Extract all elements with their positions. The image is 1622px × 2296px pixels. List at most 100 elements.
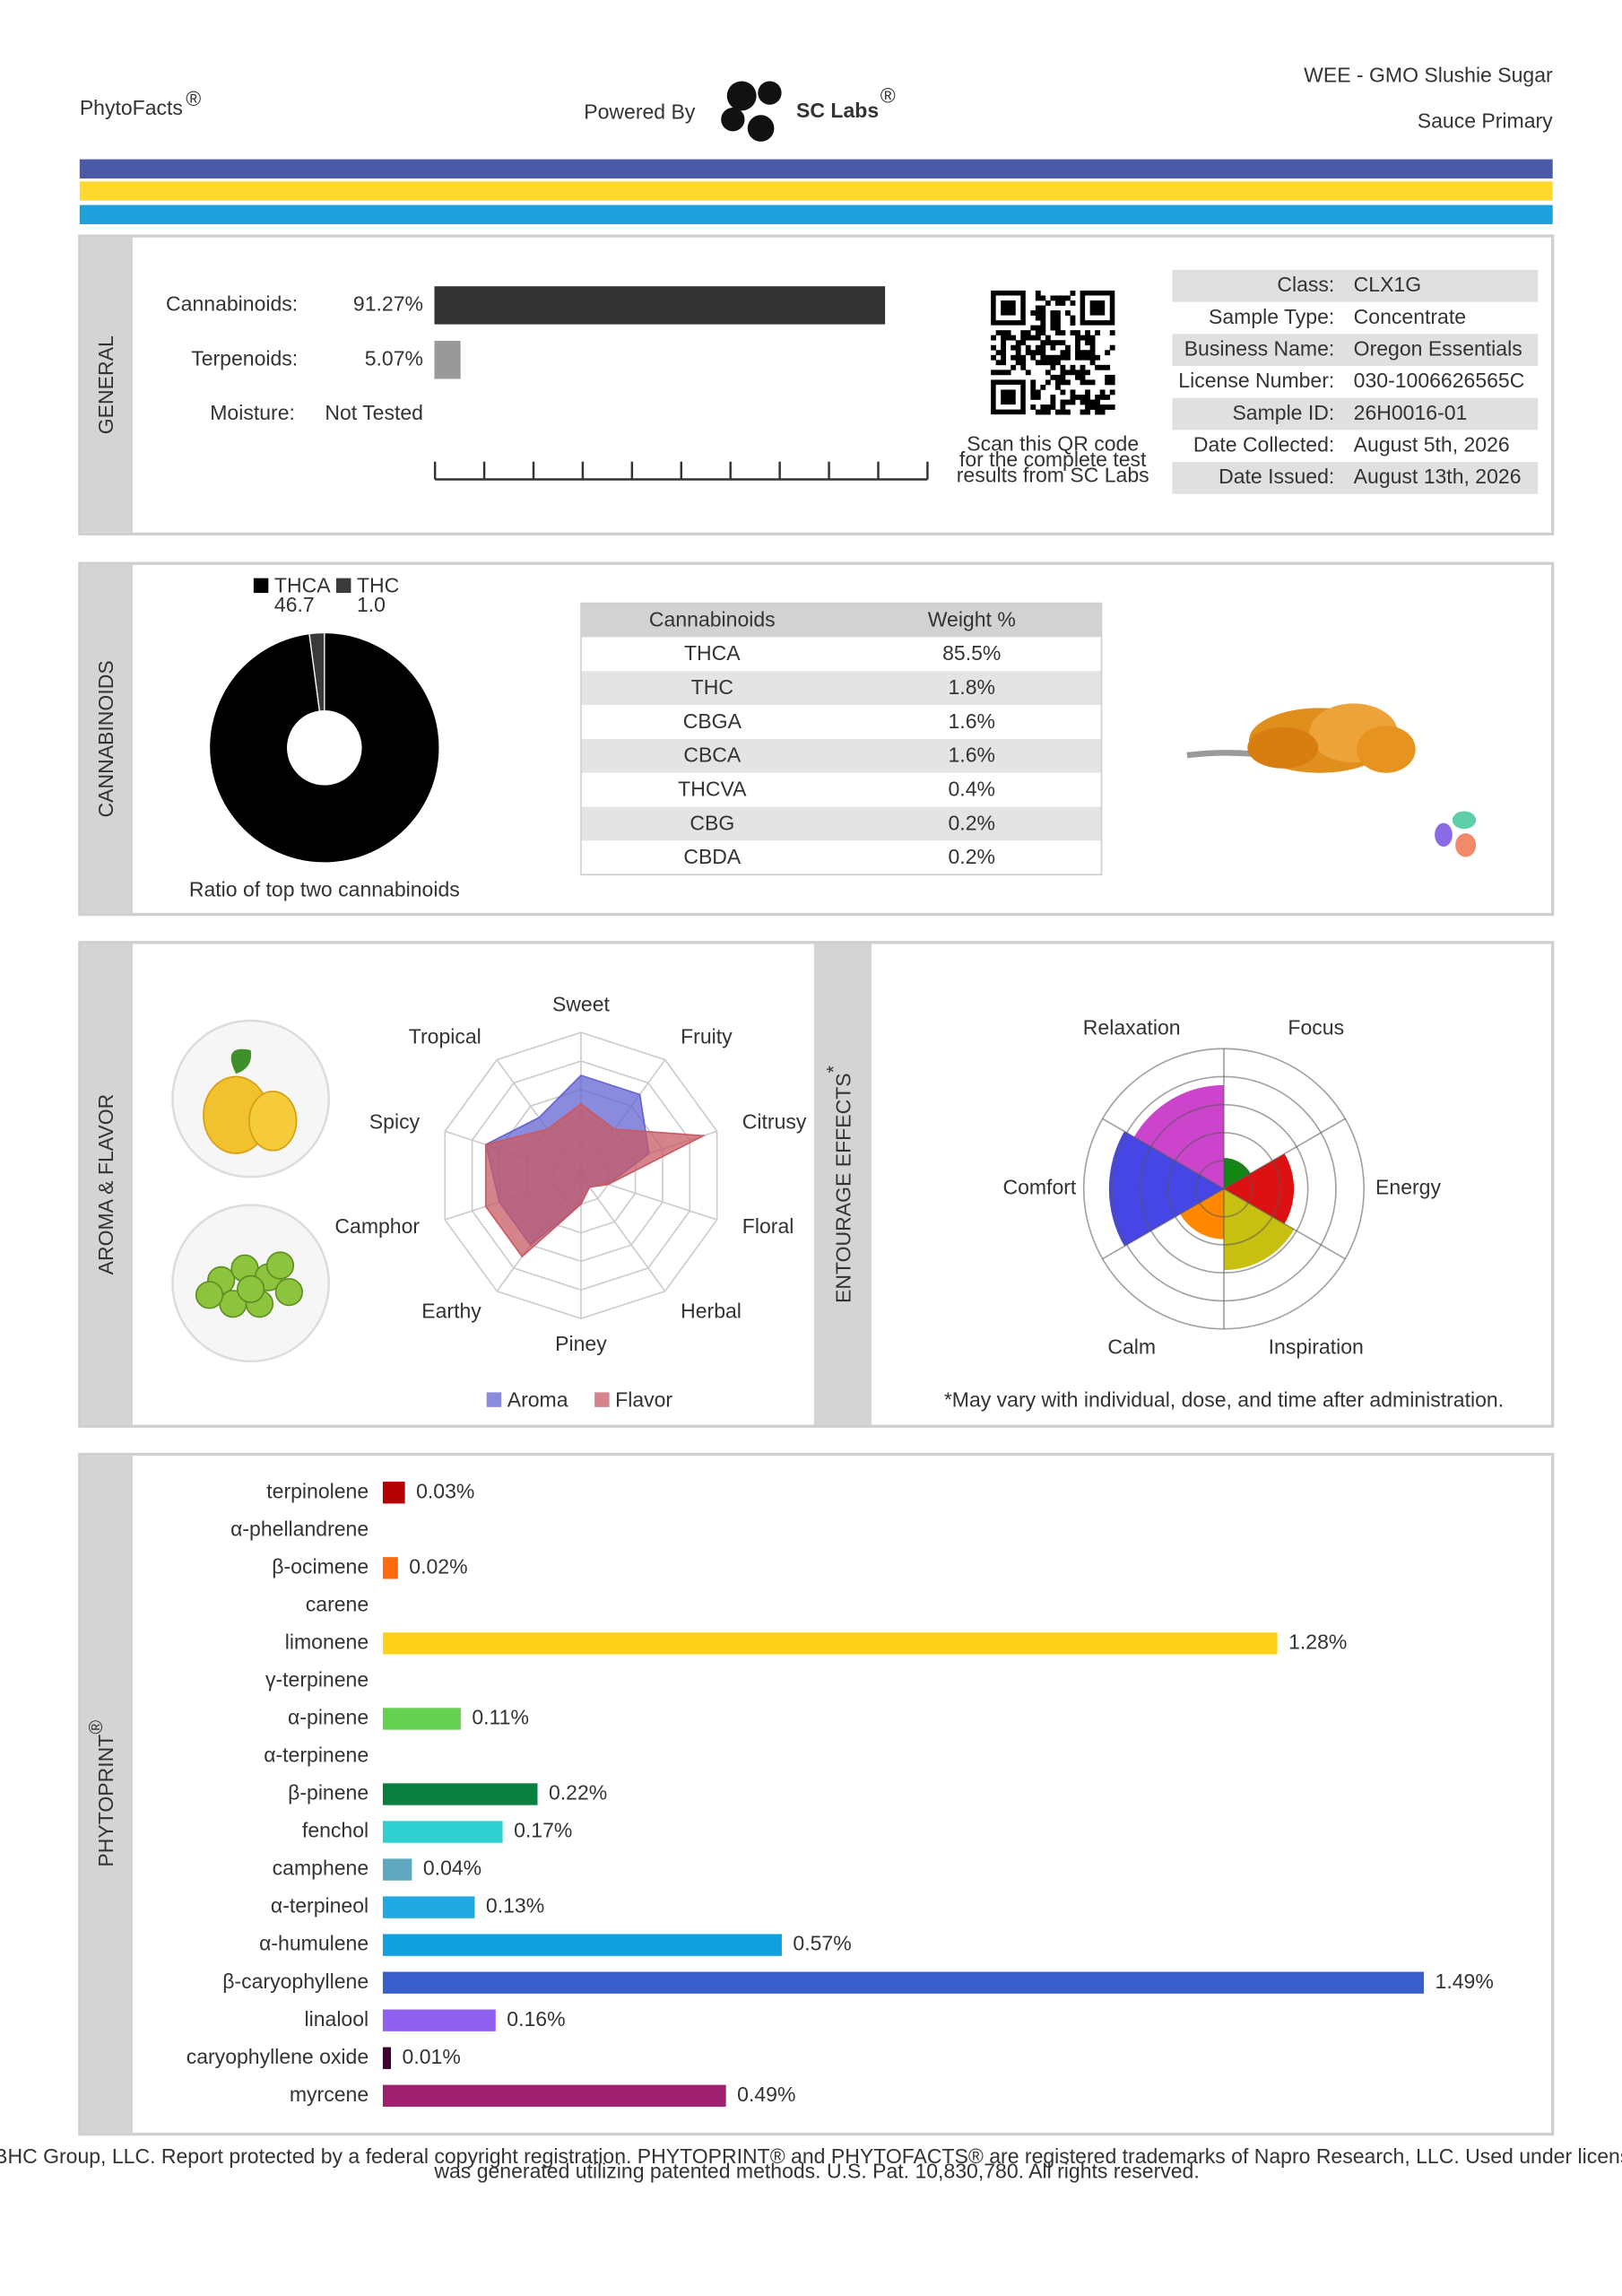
- section-strip: [81, 564, 134, 913]
- qr-module: [1070, 320, 1076, 326]
- info-value: August 5th, 2026: [1354, 433, 1510, 457]
- qr-module: [1075, 354, 1080, 361]
- bar-label: carene: [306, 1592, 369, 1615]
- qr-module: [1080, 379, 1086, 386]
- qr-module: [1060, 374, 1066, 380]
- qr-module: [1015, 340, 1021, 346]
- header-stripe: [79, 159, 1553, 178]
- qr-module: [1075, 330, 1080, 336]
- qr-module: [1099, 389, 1106, 396]
- info-row-bg: [1172, 269, 1539, 302]
- section-label-text: ENTOURAGE EFFECTS: [831, 1073, 854, 1303]
- table-cell: 1.6%: [949, 744, 995, 767]
- qr-module: [995, 350, 1002, 356]
- qr-module: [1085, 340, 1090, 346]
- legend-value: 46.7: [274, 593, 315, 616]
- qr-module: [1045, 370, 1051, 376]
- qr-module: [1030, 379, 1037, 386]
- polar-spoke: [1102, 1187, 1225, 1260]
- qr-module: [1040, 384, 1046, 390]
- qr-module: [1054, 295, 1061, 301]
- qr-module: [1020, 330, 1027, 336]
- table-row-bg: [580, 772, 1102, 807]
- qr-module: [1050, 340, 1056, 346]
- product-title: Sauce Primary: [1418, 109, 1553, 133]
- qr-module: [1035, 290, 1041, 296]
- qr-module: [1075, 344, 1080, 351]
- qr-module: [1075, 370, 1080, 376]
- qr-module: [1085, 399, 1090, 405]
- qr-module: [1010, 335, 1017, 341]
- table-cell: 0.4%: [949, 778, 995, 801]
- qr-module: [1015, 350, 1021, 356]
- qr-module: [1040, 330, 1046, 336]
- polar-spoke: [1223, 1118, 1346, 1190]
- header-stripe: [79, 181, 1553, 201]
- table-cell: CBG: [690, 811, 734, 834]
- qr-module: [1060, 300, 1066, 306]
- qr-module: [1001, 335, 1007, 341]
- qr-module: [1050, 354, 1056, 361]
- info-label: Sample ID:: [1232, 401, 1334, 424]
- qr-module: [1001, 350, 1007, 356]
- qr-module: [1075, 395, 1080, 400]
- bar-label: myrcene: [290, 2083, 369, 2106]
- qr-module: [1075, 350, 1080, 356]
- section-label-text: GENERAL: [94, 335, 117, 434]
- qr-module: [1105, 379, 1111, 386]
- qr-module: [1050, 344, 1056, 351]
- qr-module: [1085, 370, 1090, 376]
- qr-module: [1060, 379, 1066, 386]
- value-label: 0.13%: [486, 1894, 544, 1918]
- radar-label: Spicy: [369, 1109, 421, 1133]
- bar: [382, 2047, 392, 2069]
- polar-label: Calm: [1107, 1335, 1156, 1359]
- qr-module: [1054, 384, 1061, 390]
- qr-module: [1089, 379, 1096, 386]
- qr-module: [1095, 399, 1101, 405]
- qr-module: [1001, 330, 1007, 336]
- bar-label: fenchol: [302, 1819, 369, 1842]
- qr-module: [1060, 404, 1066, 410]
- qr-module: [1035, 335, 1041, 341]
- qr-module: [1035, 295, 1041, 301]
- footer: was generated utilizing patented methods…: [433, 2159, 1199, 2182]
- qr-module: [1099, 364, 1106, 370]
- qr-module: [1065, 354, 1071, 361]
- qr-module: [1045, 409, 1051, 415]
- value-label: 0.17%: [514, 1819, 572, 1842]
- qr-module: [1080, 350, 1086, 356]
- info-value: Oregon Essentials: [1354, 336, 1522, 360]
- powered-by: Powered By: [584, 100, 696, 124]
- qr-module: [1109, 374, 1115, 380]
- qr-module: [1085, 354, 1090, 361]
- qr-module: [1060, 389, 1066, 396]
- qr-module: [1020, 354, 1027, 361]
- bar-label: linalool: [304, 2007, 369, 2031]
- qr-module: [1089, 350, 1096, 356]
- value-label: 0.57%: [793, 1932, 851, 1955]
- polar-spoke: [1102, 1118, 1225, 1190]
- qr-module: [1001, 344, 1007, 351]
- qr-module: [991, 344, 996, 351]
- product-photo: [1186, 703, 1477, 857]
- table-cell: CBGA: [683, 709, 742, 733]
- qr-module: [1050, 404, 1056, 410]
- polar-wedge: [1133, 1084, 1224, 1189]
- brand-dot: [1435, 822, 1453, 847]
- value-label: 0.02%: [409, 1554, 467, 1578]
- legend-swatch: [594, 1392, 610, 1407]
- value-label: 0.22%: [549, 1781, 607, 1805]
- qr-module: [1060, 295, 1066, 301]
- table-row-bg: [580, 806, 1102, 841]
- qr-module: [1020, 364, 1027, 370]
- qr-module: [1045, 404, 1051, 410]
- qr-module: [1045, 340, 1051, 346]
- qr-module: [1040, 354, 1046, 361]
- legend-value: 1.0: [357, 593, 386, 616]
- qr-module: [1105, 350, 1111, 356]
- qr-module: [1030, 389, 1037, 396]
- table-cell: 85.5%: [942, 641, 1001, 665]
- bar: [382, 1934, 782, 1956]
- qr-module: [1065, 350, 1071, 356]
